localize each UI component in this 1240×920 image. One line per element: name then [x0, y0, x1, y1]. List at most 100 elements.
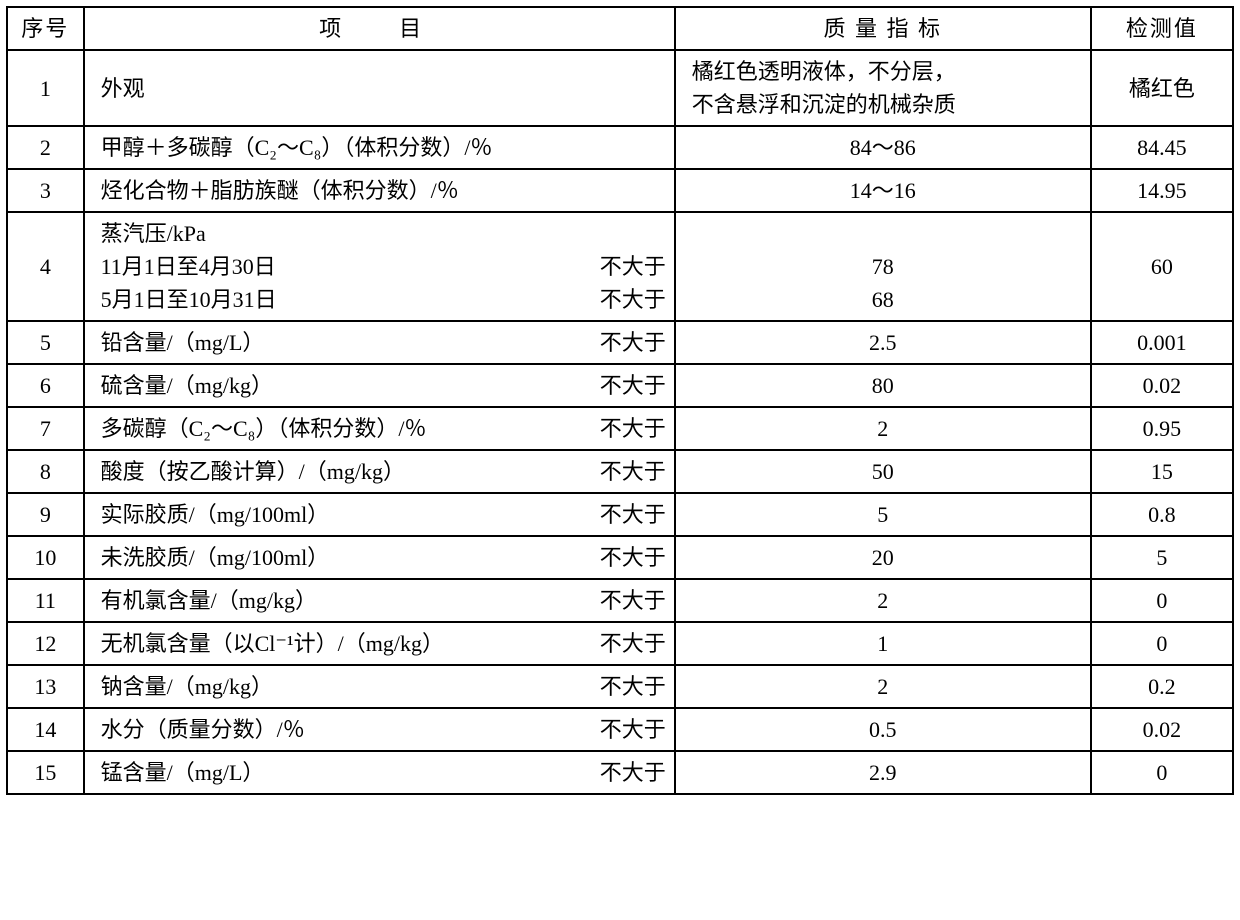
cell-item: 烃化合物＋脂肪族醚（体积分数）/％	[84, 169, 675, 212]
cell-value: 0.02	[1091, 708, 1233, 751]
cell-value: 0.2	[1091, 665, 1233, 708]
cell-standard: 84～86	[675, 126, 1091, 169]
cell-value: 橘红色	[1091, 50, 1233, 126]
cell-seq: 14	[7, 708, 84, 751]
cell-seq: 3	[7, 169, 84, 212]
table-row: 3 烃化合物＋脂肪族醚（体积分数）/％ 14～1614.95	[7, 169, 1233, 212]
table-row: 1 外观 橘红色透明液体，不分层，不含悬浮和沉淀的机械杂质橘红色	[7, 50, 1233, 126]
table-row: 10未洗胶质/（mg/100ml）不大于205	[7, 536, 1233, 579]
cell-item: 酸度（按乙酸计算）/（mg/kg）不大于	[84, 450, 675, 493]
cell-value: 14.95	[1091, 169, 1233, 212]
table-row: 2 甲醇＋多碳醇（C₂～C₈）（体积分数）/％ 84～8684.45	[7, 126, 1233, 169]
cell-standard: 0.5	[675, 708, 1091, 751]
cell-standard: 2.9	[675, 751, 1091, 794]
item-qualifier: 不大于	[600, 756, 666, 789]
cell-seq: 9	[7, 493, 84, 536]
cell-item: 外观	[84, 50, 675, 126]
item-main: 钠含量/（mg/kg）	[101, 670, 273, 703]
table-row: 14 水分（质量分数）/％ 不大于 0.50.02	[7, 708, 1233, 751]
cell-standard: 14～16	[675, 169, 1091, 212]
cell-standard: 50	[675, 450, 1091, 493]
col-header-val: 检测值	[1091, 7, 1233, 50]
cell-seq: 5	[7, 321, 84, 364]
item-main: 11月1日至4月30日	[101, 250, 276, 283]
table-row: 15锰含量/（mg/L）不大于2.90	[7, 751, 1233, 794]
cell-value: 84.45	[1091, 126, 1233, 169]
table-row: 4蒸汽压/kPa11月1日至4月30日不大于5月1日至10月31日不大于 786…	[7, 212, 1233, 321]
cell-standard: 80	[675, 364, 1091, 407]
cell-item: 蒸汽压/kPa11月1日至4月30日不大于5月1日至10月31日不大于	[84, 212, 675, 321]
item-main: 烃化合物＋脂肪族醚（体积分数）/％	[101, 174, 459, 207]
item-main: 5月1日至10月31日	[101, 283, 277, 316]
cell-value: 60	[1091, 212, 1233, 321]
table-row: 6硫含量/（mg/kg）不大于800.02	[7, 364, 1233, 407]
item-main: 有机氯含量/（mg/kg）	[101, 584, 317, 617]
item-main: 实际胶质/（mg/100ml）	[101, 498, 330, 531]
table-body: 1 外观 橘红色透明液体，不分层，不含悬浮和沉淀的机械杂质橘红色 2 甲醇＋多碳醇（C₂…	[7, 50, 1233, 794]
cell-item: 钠含量/（mg/kg） 不大于	[84, 665, 675, 708]
cell-value: 15	[1091, 450, 1233, 493]
item-qualifier: 不大于	[600, 369, 666, 402]
item-main: 酸度（按乙酸计算）/（mg/kg）	[101, 455, 405, 488]
cell-value: 0.001	[1091, 321, 1233, 364]
col-header-seq: 序号	[7, 7, 84, 50]
item-main: 锰含量/（mg/L）	[101, 756, 265, 789]
table-row: 5 铅含量/（mg/L） 不大于 2.50.001	[7, 321, 1233, 364]
item-qualifier: 不大于	[600, 713, 666, 746]
cell-value: 5	[1091, 536, 1233, 579]
cell-standard: 20	[675, 536, 1091, 579]
cell-value: 0	[1091, 579, 1233, 622]
item-qualifier: 不大于	[600, 541, 666, 574]
item-main: 硫含量/（mg/kg）	[101, 369, 273, 402]
cell-item: 多碳醇（C₂～C₈）（体积分数）/％ 不大于	[84, 407, 675, 450]
cell-standard: 橘红色透明液体，不分层，不含悬浮和沉淀的机械杂质	[675, 50, 1091, 126]
table-header-row: 序号 项 目 质 量 指 标 检测值	[7, 7, 1233, 50]
cell-standard: 2.5	[675, 321, 1091, 364]
item-main: 甲醇＋多碳醇（C₂～C₈）（体积分数）/％	[101, 131, 493, 164]
item-qualifier: 不大于	[600, 627, 666, 660]
item-main: 未洗胶质/（mg/100ml）	[101, 541, 330, 574]
cell-seq: 12	[7, 622, 84, 665]
spec-table: 序号 项 目 质 量 指 标 检测值 1 外观 橘红色透明液体，不分层，不含悬浮和沉…	[6, 6, 1234, 795]
cell-item: 实际胶质/（mg/100ml） 不大于	[84, 493, 675, 536]
cell-seq: 1	[7, 50, 84, 126]
table-row: 7 多碳醇（C₂～C₈）（体积分数）/％ 不大于 20.95	[7, 407, 1233, 450]
item-main: 水分（质量分数）/％	[101, 713, 305, 746]
cell-standard: 5	[675, 493, 1091, 536]
item-qualifier: 不大于	[600, 326, 666, 359]
col-header-item: 项 目	[84, 7, 675, 50]
table-row: 13 钠含量/（mg/kg） 不大于 20.2	[7, 665, 1233, 708]
cell-item: 水分（质量分数）/％ 不大于	[84, 708, 675, 751]
cell-standard: 2	[675, 579, 1091, 622]
item-qualifier: 不大于	[600, 498, 666, 531]
cell-seq: 13	[7, 665, 84, 708]
cell-item: 未洗胶质/（mg/100ml） 不大于	[84, 536, 675, 579]
table-row: 12无机氯含量（以Cl⁻¹计）/（mg/kg）不大于10	[7, 622, 1233, 665]
cell-item: 甲醇＋多碳醇（C₂～C₈）（体积分数）/％	[84, 126, 675, 169]
item-qualifier: 不大于	[600, 584, 666, 617]
col-header-std: 质 量 指 标	[675, 7, 1091, 50]
item-qualifier: 不大于	[600, 412, 666, 445]
table-row: 11 有机氯含量/（mg/kg） 不大于 20	[7, 579, 1233, 622]
cell-seq: 8	[7, 450, 84, 493]
cell-value: 0	[1091, 751, 1233, 794]
item-main: 铅含量/（mg/L）	[101, 326, 265, 359]
table-row: 8酸度（按乙酸计算）/（mg/kg）不大于5015	[7, 450, 1233, 493]
cell-seq: 11	[7, 579, 84, 622]
cell-value: 0.02	[1091, 364, 1233, 407]
item-qualifier: 不大于	[600, 670, 666, 703]
cell-seq: 2	[7, 126, 84, 169]
item-main: 外观	[101, 72, 145, 105]
cell-standard: 1	[675, 622, 1091, 665]
cell-item: 硫含量/（mg/kg） 不大于	[84, 364, 675, 407]
cell-item: 铅含量/（mg/L） 不大于	[84, 321, 675, 364]
cell-standard: 2	[675, 407, 1091, 450]
cell-seq: 7	[7, 407, 84, 450]
cell-standard: 7868	[675, 212, 1091, 321]
cell-value: 0.95	[1091, 407, 1233, 450]
cell-seq: 4	[7, 212, 84, 321]
table-row: 9实际胶质/（mg/100ml）不大于50.8	[7, 493, 1233, 536]
cell-item: 无机氯含量（以Cl⁻¹计）/（mg/kg）不大于	[84, 622, 675, 665]
item-main: 多碳醇（C₂～C₈）（体积分数）/％	[101, 412, 427, 445]
cell-standard: 2	[675, 665, 1091, 708]
